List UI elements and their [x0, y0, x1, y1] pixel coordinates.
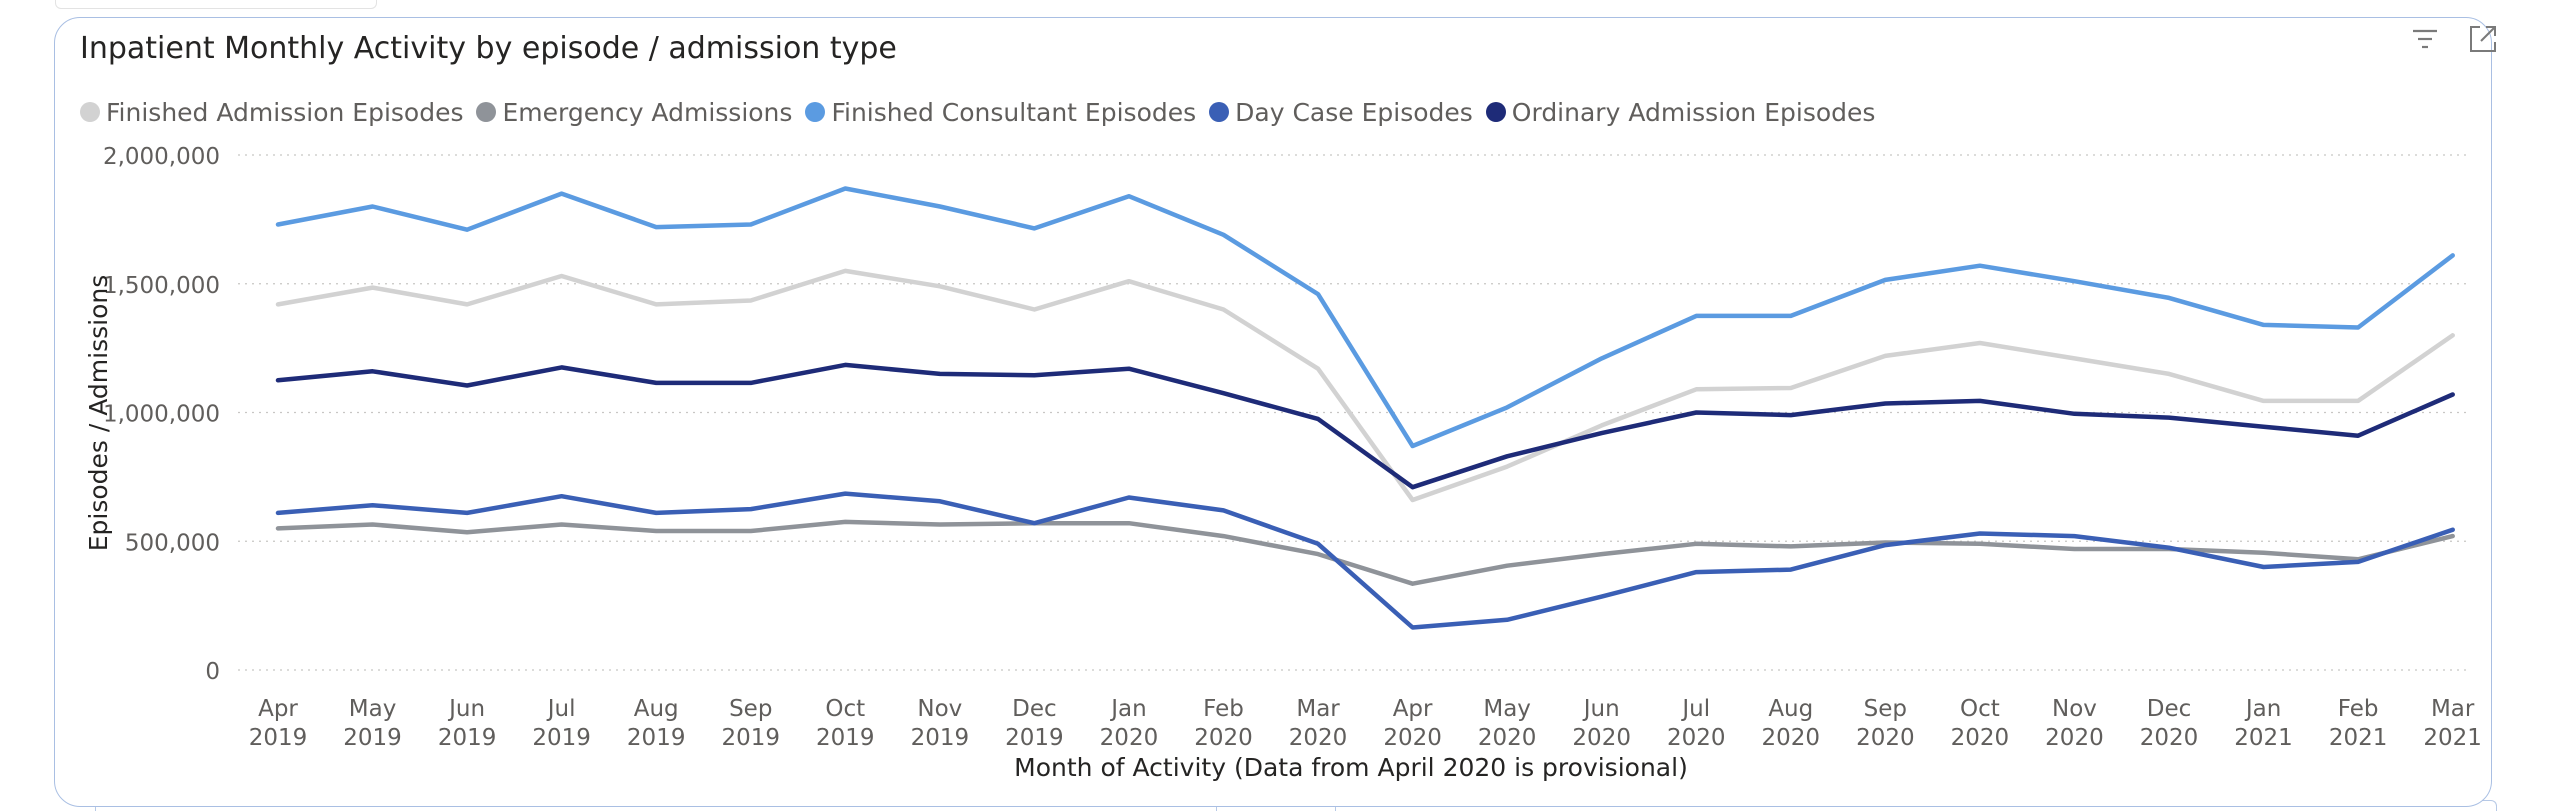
x-tick-year: 2020 [1762, 725, 1821, 751]
x-tick-month: Oct [825, 696, 865, 722]
x-tick-year: 2020 [1194, 725, 1253, 751]
y-axis: 0 500,000 1,000,000 1,500,000 2,000,000 [103, 144, 220, 685]
x-tick-month: Jan [2244, 696, 2281, 722]
x-tick-month: Dec [2147, 696, 2192, 722]
series-line-1[interactable] [275, 519, 2455, 586]
y-tick-label: 2,000,000 [103, 144, 220, 170]
legend-marker [1209, 102, 1230, 122]
legend-marker [1485, 102, 1506, 122]
x-tick-year: 2020 [1856, 725, 1915, 751]
adjacent-visual-edge [55, 0, 377, 9]
series-line-3[interactable] [275, 491, 2455, 630]
x-tick-month: Oct [1960, 696, 2000, 722]
series-line-4[interactable] [275, 362, 2455, 490]
x-tick-month: Feb [1203, 696, 1244, 722]
legend-item[interactable]: Emergency Admissions [476, 98, 792, 127]
legend-item[interactable]: Finished Admission Episodes [80, 98, 463, 127]
y-tick-label: 1,000,000 [103, 402, 220, 428]
gridlines [238, 154, 2468, 671]
focus-mode-icon[interactable] [2466, 22, 2500, 56]
x-tick-year: 2019 [1005, 725, 1064, 751]
x-tick-month: Mar [1296, 696, 1340, 722]
filter-icon[interactable] [2408, 22, 2442, 56]
x-tick-month: Sep [729, 696, 772, 722]
x-tick-month: Jul [1680, 696, 1710, 722]
x-tick-month: Jan [1109, 696, 1146, 722]
x-tick-year: 2020 [2045, 725, 2104, 751]
series-line-2[interactable] [275, 186, 2455, 449]
x-axis-label: Month of Activity (Data from April 2020 … [1014, 753, 1688, 782]
y-tick-label: 500,000 [125, 530, 220, 556]
x-tick-month: May [349, 696, 397, 722]
x-tick-year: 2021 [2234, 725, 2293, 751]
series-line-0[interactable] [275, 268, 2455, 503]
x-tick-month: May [1483, 696, 1531, 722]
x-tick-month: Sep [1864, 696, 1907, 722]
x-tick-year: 2019 [532, 725, 591, 751]
x-tick-year: 2020 [1100, 725, 1159, 751]
x-tick-year: 2019 [438, 725, 497, 751]
x-tick-year: 2020 [2140, 725, 2199, 751]
x-tick-year: 2020 [1667, 725, 1726, 751]
legend-item[interactable]: Finished Consultant Episodes [805, 98, 1196, 127]
x-tick-month: Dec [1012, 696, 1057, 722]
legend-label: Day Case Episodes [1235, 97, 1473, 127]
legend-item[interactable]: Ordinary Admission Episodes [1485, 97, 1876, 127]
x-tick-month: Apr [1393, 696, 1433, 722]
x-tick-year: 2020 [1478, 725, 1537, 751]
x-tick-month: Jul [546, 696, 576, 722]
x-tick-month: Feb [2338, 696, 2379, 722]
x-tick-year: 2020 [1289, 725, 1348, 751]
x-tick-year: 2020 [1951, 725, 2010, 751]
legend-label: Ordinary Admission Episodes [1511, 97, 1876, 127]
x-tick-month: Mar [2431, 696, 2475, 722]
x-tick-month: Nov [2052, 696, 2097, 722]
x-tick-month: Apr [258, 696, 298, 722]
x-tick-year: 2019 [627, 725, 686, 751]
legend-label: Emergency Admissions [502, 97, 793, 127]
x-tick-month: Aug [634, 696, 679, 722]
x-tick-year: 2019 [721, 725, 780, 751]
y-tick-label: 1,500,000 [103, 273, 220, 299]
legend-label: Finished Admission Episodes [106, 97, 464, 127]
visual-header [2408, 22, 2500, 56]
x-tick-month: Aug [1768, 696, 1813, 722]
legend-marker [805, 102, 826, 122]
legend-label: Finished Consultant Episodes [831, 97, 1197, 127]
legend-marker [80, 102, 100, 122]
x-axis: Apr 2019 May 2019 Jun 2019 Jul 2019 Aug 2019 Sep 20… [249, 696, 2482, 751]
x-tick-month: Jun [1582, 696, 1620, 722]
y-axis-label: Episodes / Admissions [84, 275, 113, 552]
y-tick-label: 0 [205, 659, 220, 685]
series-lines [275, 186, 2455, 630]
legend-item[interactable]: Day Case Episodes [1209, 98, 1473, 127]
x-tick-month: Nov [917, 696, 962, 722]
x-tick-year: 2019 [249, 725, 308, 751]
x-tick-year: 2020 [1572, 725, 1631, 751]
chart-title: Inpatient Monthly Activity by episode / … [80, 31, 897, 66]
x-tick-year: 2019 [816, 725, 875, 751]
x-tick-year: 2019 [343, 725, 402, 751]
chart-legend: Finished Admission Episodes Emergency Ad… [80, 95, 1888, 129]
x-tick-year: 2019 [911, 725, 970, 751]
x-tick-year: 2020 [1383, 725, 1442, 751]
x-tick-year: 2021 [2423, 725, 2482, 751]
chart-card[interactable] [54, 17, 2492, 807]
x-tick-year: 2021 [2329, 725, 2388, 751]
x-tick-month: Jun [447, 696, 485, 722]
legend-marker [476, 102, 497, 122]
